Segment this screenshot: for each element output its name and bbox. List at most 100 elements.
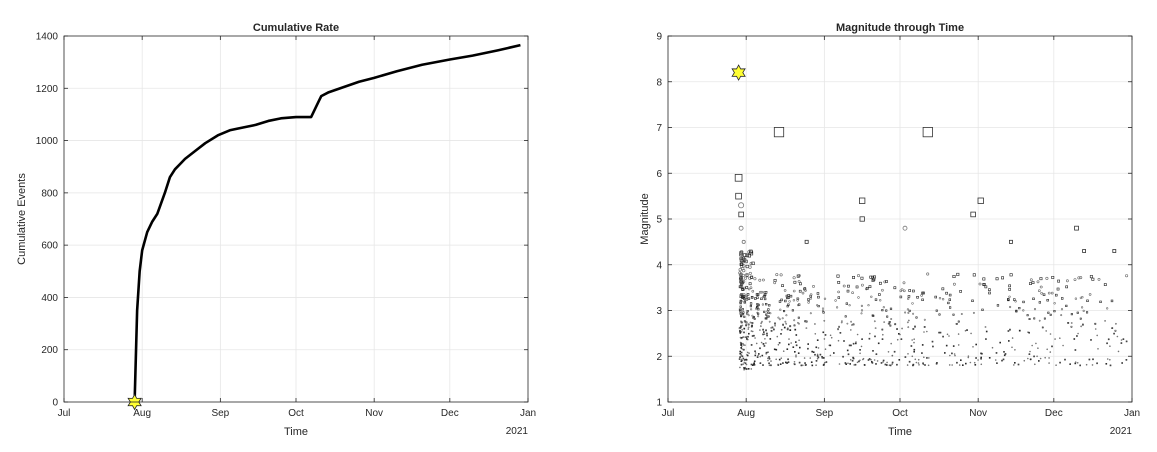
event-point [848,304,851,307]
event-point-large [970,211,976,218]
event-point [845,363,848,366]
gridlines [64,36,528,402]
event-point [851,291,854,295]
event-point [835,306,839,309]
event-point [901,327,904,330]
event-point [913,341,915,344]
event-point [889,364,892,367]
event-point [785,294,789,298]
event-point [805,327,808,330]
event-point [854,363,857,366]
event-point [863,364,866,366]
event-point [1117,350,1120,353]
event-point [1104,319,1107,322]
event-point [805,320,808,323]
event-point [822,331,825,334]
event-point [912,328,915,330]
event-point [797,274,801,278]
event-point [943,352,946,354]
event-point [855,341,857,343]
event-point [860,309,864,312]
event-point [912,289,915,293]
event-point [777,316,780,319]
event-point [767,351,770,354]
event-point [868,285,872,289]
event-point [952,274,956,278]
event-point [739,262,743,267]
event-point [948,354,951,357]
event-point [773,348,776,351]
event-point [743,276,747,280]
event-point [741,273,745,277]
mainshock-star-marker [731,64,746,81]
event-point [988,291,991,295]
event-point [754,337,756,339]
event-point [754,352,757,354]
event-point [744,344,746,347]
event-point [824,348,827,351]
event-point [1054,338,1056,340]
event-point [746,293,750,296]
event-point [1088,293,1092,296]
event-point [759,325,762,328]
event-point [1007,298,1010,302]
event-point [772,328,775,331]
event-point [774,324,777,327]
event-point [793,280,797,284]
event-point [747,367,750,370]
event-point [782,362,784,364]
y-tick-label: 1 [656,398,662,409]
event-point [1046,348,1048,351]
event-point [739,326,742,329]
event-point [762,364,764,366]
event-point [793,324,796,327]
event-point [823,338,826,340]
event-point [740,320,742,323]
event-point [923,326,926,328]
event-point [852,323,855,326]
event-point [1067,321,1070,324]
event-point [739,350,742,353]
event-point [740,360,743,363]
event-point [839,331,842,334]
event-point [743,331,745,334]
event-point [783,326,786,329]
event-point [750,363,753,366]
event-point [1097,347,1099,350]
event-point [739,366,741,369]
event-point [907,352,909,355]
event-point [994,359,997,361]
event-point [845,302,849,305]
event-point [765,352,768,355]
event-point [796,299,799,302]
event-point [1059,361,1061,364]
x-year-label: 2021 [506,426,529,437]
event-point [1077,332,1079,335]
event-point [1069,363,1071,366]
event-point [1011,337,1014,339]
event-point [897,332,900,335]
event-point [973,361,976,364]
event-point [740,330,743,333]
event-point [907,326,910,329]
event-point [941,287,945,291]
event-point [935,309,938,312]
event-point [1125,358,1128,361]
event-point [745,338,748,340]
event-point [1046,298,1049,302]
event-point [931,340,934,343]
event-point [840,321,843,324]
event-point [793,362,796,365]
event-point [1008,295,1011,298]
event-point-large [741,239,746,244]
event-point-large [1112,249,1117,253]
event-point [1053,310,1056,313]
event-point [891,363,894,365]
cumulative-rate-chart: Jul Aug Sep Oct Nov Dec Jan 0 200 400 600 800 1000 12… [16,22,536,438]
event-point [851,359,854,362]
gridlines [668,36,1132,402]
event-point [942,335,944,338]
event-point [1121,362,1123,364]
event-point [746,312,749,315]
event-point [741,266,745,271]
